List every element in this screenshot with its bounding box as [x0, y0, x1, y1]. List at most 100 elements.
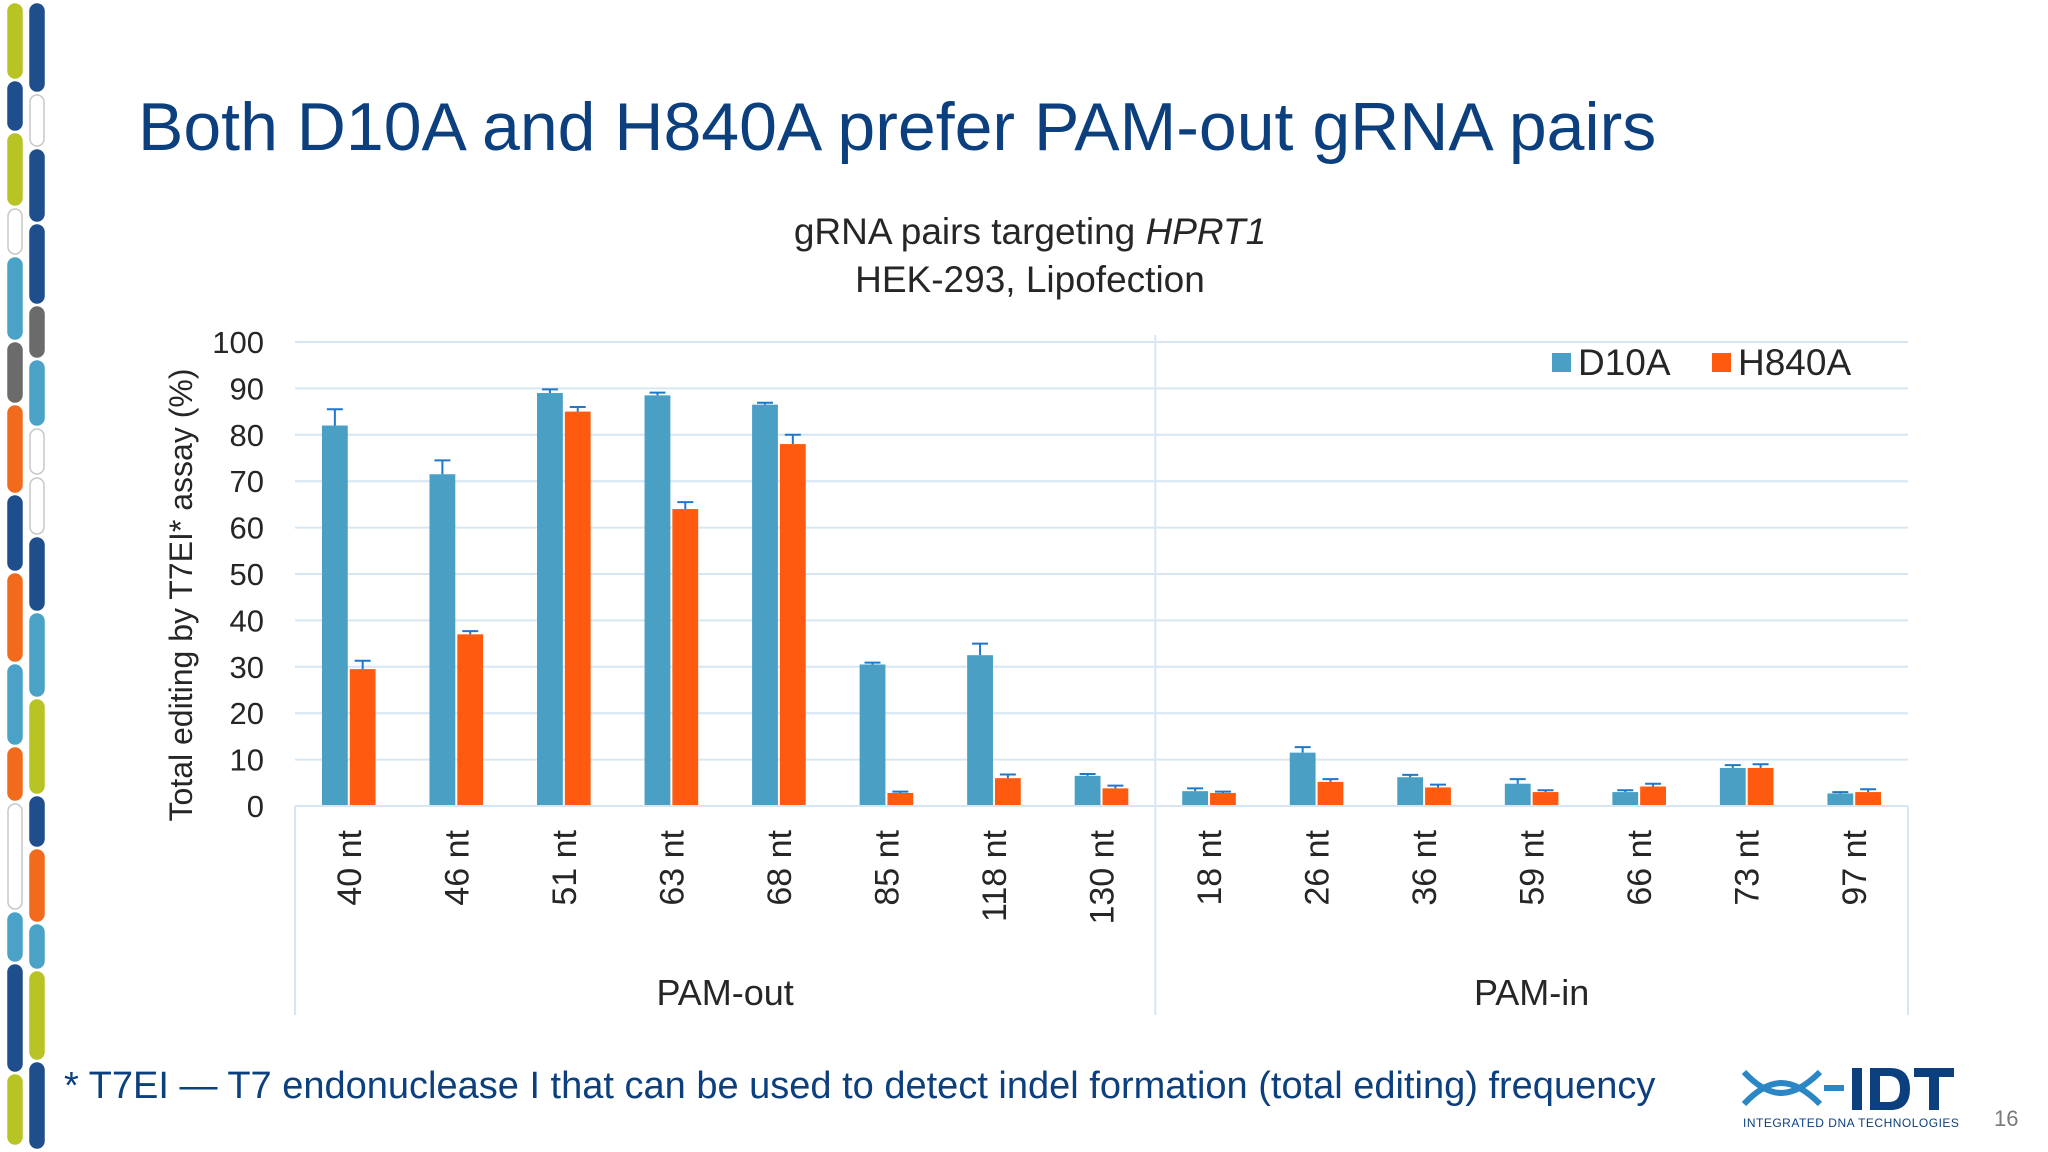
y-tick-label: 10 — [230, 743, 264, 778]
bar-h840a — [1855, 792, 1882, 806]
x-tick-label: 18 nt — [1191, 829, 1229, 905]
plot-area: 0 10 20 30 40 50 60 70 80 90 100 40 nt 46 nt 51 nt 63 … — [212, 325, 1909, 1015]
bar-h840a — [1317, 781, 1344, 806]
bar-h840a — [887, 793, 914, 806]
bar-d10a — [967, 655, 993, 806]
slide-title: Both D10A and H840A prefer PAM-out gRNA … — [138, 89, 1657, 165]
dna-segment — [29, 360, 45, 426]
bar-h840a — [994, 778, 1021, 806]
dna-segment — [7, 1074, 23, 1145]
y-tick-label: 90 — [230, 371, 264, 406]
dna-segment — [29, 613, 45, 697]
legend-swatch-d10a — [1552, 353, 1571, 372]
y-tick-label: 30 — [230, 650, 264, 685]
y-tick-label: 20 — [230, 696, 264, 731]
bar-d10a — [321, 425, 348, 806]
bar-d10a — [1074, 775, 1101, 806]
dna-segment — [7, 81, 23, 131]
bar-d10a — [859, 664, 886, 806]
y-tick-label: 0 — [247, 789, 264, 824]
bar-d10a — [537, 393, 563, 806]
group-label: PAM-out — [656, 972, 793, 1013]
legend-swatch-h840a — [1712, 353, 1731, 372]
dna-segment — [7, 747, 23, 801]
dna-segment — [7, 257, 23, 340]
bar-d10a — [1612, 792, 1639, 806]
bar-h840a — [1210, 793, 1236, 806]
bar-d10a — [1397, 777, 1424, 806]
dna-segment — [29, 1062, 45, 1149]
legend-label-d10a: D10A — [1578, 342, 1671, 383]
x-tick-label: 63 nt — [653, 829, 691, 905]
x-tick-label: 46 nt — [438, 829, 476, 905]
dna-segment — [7, 803, 23, 910]
x-tick-label: 73 nt — [1729, 829, 1767, 905]
bar-h840a — [349, 669, 376, 806]
dna-segment — [7, 664, 23, 745]
logo-subtext: INTEGRATED DNA TECHNOLOGIES — [1743, 1116, 1960, 1130]
x-tick-label: 97 nt — [1836, 829, 1874, 905]
chart-title-line-2: HEK-293, Lipofection — [855, 259, 1205, 300]
dna-segment — [29, 3, 45, 92]
bar-h840a — [564, 411, 591, 806]
dna-segment — [29, 94, 45, 147]
dna-segment — [29, 149, 45, 222]
dna-segment — [29, 477, 45, 535]
x-tick-label: 40 nt — [331, 829, 369, 905]
footnote: * T7EI — T7 endonuclease I that can be u… — [64, 1065, 1656, 1107]
dna-decoration — [7, 3, 45, 1149]
page-number: 16 — [1994, 1106, 2019, 1131]
bar-d10a — [1827, 793, 1854, 806]
y-tick-label: 100 — [212, 325, 264, 360]
bar-d10a — [752, 404, 778, 806]
bar-h840a — [457, 634, 484, 806]
bar-h840a — [1102, 788, 1129, 806]
legend-label-h840a: H840A — [1738, 342, 1851, 383]
bar-h840a — [1425, 787, 1451, 806]
x-tick-label: 85 nt — [868, 829, 906, 905]
x-tick-label: 118 nt — [976, 829, 1014, 922]
y-tick-label: 60 — [230, 511, 264, 546]
dna-segment — [29, 428, 45, 475]
bar-h840a — [1747, 767, 1774, 806]
idt-logo: INTEGRATED DNA TECHNOLOGIES — [1740, 1062, 1960, 1132]
dna-segment — [7, 133, 23, 206]
dna-segment — [29, 699, 45, 794]
dna-segment — [7, 405, 23, 493]
y-axis-label: Total editing by T7EI* assay (%) — [163, 369, 199, 822]
x-tick-label: 68 nt — [761, 829, 799, 905]
dna-segment — [29, 224, 45, 304]
bar-d10a — [644, 395, 671, 806]
bar-d10a — [1182, 791, 1209, 806]
x-tick-label: 66 nt — [1621, 829, 1659, 905]
dna-segment — [29, 537, 45, 611]
y-tick-label: 70 — [230, 464, 264, 499]
x-tick-label: 59 nt — [1514, 829, 1552, 905]
dna-segment — [7, 208, 23, 255]
dna-segment — [7, 3, 23, 79]
dna-segment — [29, 924, 45, 969]
bar-h840a — [1532, 792, 1559, 806]
dna-segment — [29, 306, 45, 358]
dna-segment — [7, 342, 23, 403]
idt-logo-mark — [1741, 1068, 1954, 1110]
x-tick-label: 36 nt — [1406, 829, 1444, 905]
bar-h840a — [1640, 786, 1666, 806]
x-tick-label: 26 nt — [1299, 829, 1337, 905]
y-tick-label: 40 — [230, 603, 264, 638]
dna-segment — [29, 971, 45, 1060]
x-tick-label: 130 nt — [1084, 829, 1122, 924]
y-tick-label: 50 — [230, 557, 264, 592]
dna-segment — [29, 849, 45, 922]
x-tick-label: 51 nt — [546, 829, 584, 905]
bar-h840a — [672, 509, 699, 806]
chart-title-line-1: gRNA pairs targeting HPRT1 — [794, 211, 1266, 252]
dna-segment — [7, 912, 23, 962]
dna-segment — [29, 796, 45, 847]
dna-segment — [7, 573, 23, 662]
y-tick-label: 80 — [230, 418, 264, 453]
bar-d10a — [429, 474, 456, 806]
bar-d10a — [1504, 783, 1531, 806]
bar-h840a — [779, 444, 806, 806]
